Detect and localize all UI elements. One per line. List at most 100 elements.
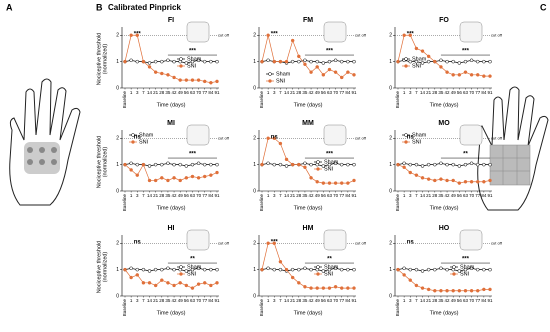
x-tick-label: 70 <box>333 193 339 198</box>
data-point <box>327 67 332 72</box>
data-point <box>129 168 133 172</box>
cutoff-label: cut off <box>491 32 503 37</box>
y-tick-label: 1 <box>116 267 119 273</box>
data-point <box>297 162 301 167</box>
data-point <box>153 283 158 288</box>
data-point <box>321 181 326 185</box>
x-tick-label: 21 <box>290 298 296 303</box>
legend-label: Sham <box>187 56 202 62</box>
data-point <box>445 70 449 74</box>
y-axis-label: Nociceptive threshold <box>96 241 102 294</box>
x-tick-label: 42 <box>172 193 178 198</box>
x-tick-label: 91 <box>214 298 220 303</box>
data-point <box>166 266 170 271</box>
x-tick-label: 3 <box>136 193 139 198</box>
data-point <box>215 59 219 64</box>
data-point <box>420 49 425 53</box>
data-point <box>284 164 289 168</box>
series-line <box>124 163 218 181</box>
x-tick-label: 14 <box>420 193 426 198</box>
data-point <box>196 266 201 271</box>
x-tick-label: 14 <box>284 193 290 198</box>
data-point <box>414 162 419 167</box>
data-point <box>315 65 319 69</box>
legend-label: Sham <box>412 132 427 138</box>
data-point <box>141 59 146 64</box>
data-point <box>408 170 413 175</box>
data-point <box>420 164 425 168</box>
data-point <box>457 73 462 77</box>
data-point <box>426 177 431 181</box>
data-point <box>153 178 158 183</box>
x-axis-label: Time (days) <box>294 102 323 108</box>
data-point <box>123 59 127 64</box>
x-tick-label: 63 <box>190 298 196 303</box>
data-point <box>266 241 270 246</box>
data-point <box>346 70 350 74</box>
x-tick-label: 14 <box>420 90 426 95</box>
x-tick-label: 49 <box>178 298 184 303</box>
x-tick-label: 63 <box>463 90 469 95</box>
x-tick-label: 3 <box>409 90 412 95</box>
data-point <box>129 33 133 38</box>
data-point <box>482 287 486 292</box>
series-line <box>124 269 218 289</box>
data-point <box>439 266 443 271</box>
y-tick-label: 0 <box>116 85 119 91</box>
y-tick-label: 2 <box>389 241 392 247</box>
data-point <box>266 136 270 141</box>
data-point <box>266 58 270 63</box>
x-tick-label: 91 <box>214 193 220 198</box>
data-point <box>215 267 219 272</box>
significance: ns <box>134 135 142 141</box>
panel-label: A <box>6 2 13 12</box>
y-tick-label: 2 <box>389 33 392 39</box>
x-tick-label: 28 <box>159 298 165 303</box>
data-point <box>196 161 201 166</box>
chart-title: MI <box>167 120 175 127</box>
x-tick-label: 21 <box>153 90 159 95</box>
x-tick-label: 21 <box>426 193 432 198</box>
cutoff-label: cut off <box>491 135 503 140</box>
data-point <box>202 267 207 272</box>
data-point <box>457 181 462 185</box>
data-point <box>414 173 419 177</box>
data-point <box>160 267 164 272</box>
data-point <box>153 162 158 167</box>
legend-label: Sham <box>324 159 339 165</box>
series-line <box>261 137 355 184</box>
x-tick-label: 63 <box>327 193 333 198</box>
x-tick-label: 35 <box>302 298 308 303</box>
data-point <box>414 59 419 64</box>
data-point <box>463 288 468 293</box>
x-tick-label: 42 <box>172 90 178 95</box>
x-tick-label: 84 <box>208 90 214 95</box>
data-point <box>309 162 313 167</box>
data-point <box>339 181 344 185</box>
inset-hand <box>323 21 347 43</box>
data-point <box>160 59 164 64</box>
data-point <box>290 162 295 167</box>
data-point <box>284 267 289 272</box>
x-tick-label: 35 <box>165 90 171 95</box>
data-point <box>451 59 455 64</box>
x-axis-label: Time (days) <box>157 310 186 316</box>
legend-marker <box>404 140 408 144</box>
series-line <box>397 269 490 292</box>
significance: *** <box>462 49 470 55</box>
data-point <box>463 267 468 272</box>
x-tick-label: 70 <box>196 193 202 198</box>
data-point <box>184 283 189 288</box>
chart-title: HI <box>168 225 175 232</box>
x-tick-label: 91 <box>487 193 493 198</box>
x-tick-label: 7 <box>279 298 282 303</box>
data-point <box>315 180 319 184</box>
x-tick-label: 56 <box>184 193 190 198</box>
data-point <box>463 162 468 167</box>
x-tick-label: 3 <box>409 298 412 303</box>
significance: ns <box>271 135 279 141</box>
series-line <box>397 59 490 64</box>
significance: ** <box>327 257 332 263</box>
data-point <box>352 178 356 183</box>
x-tick-label: 77 <box>339 193 345 198</box>
